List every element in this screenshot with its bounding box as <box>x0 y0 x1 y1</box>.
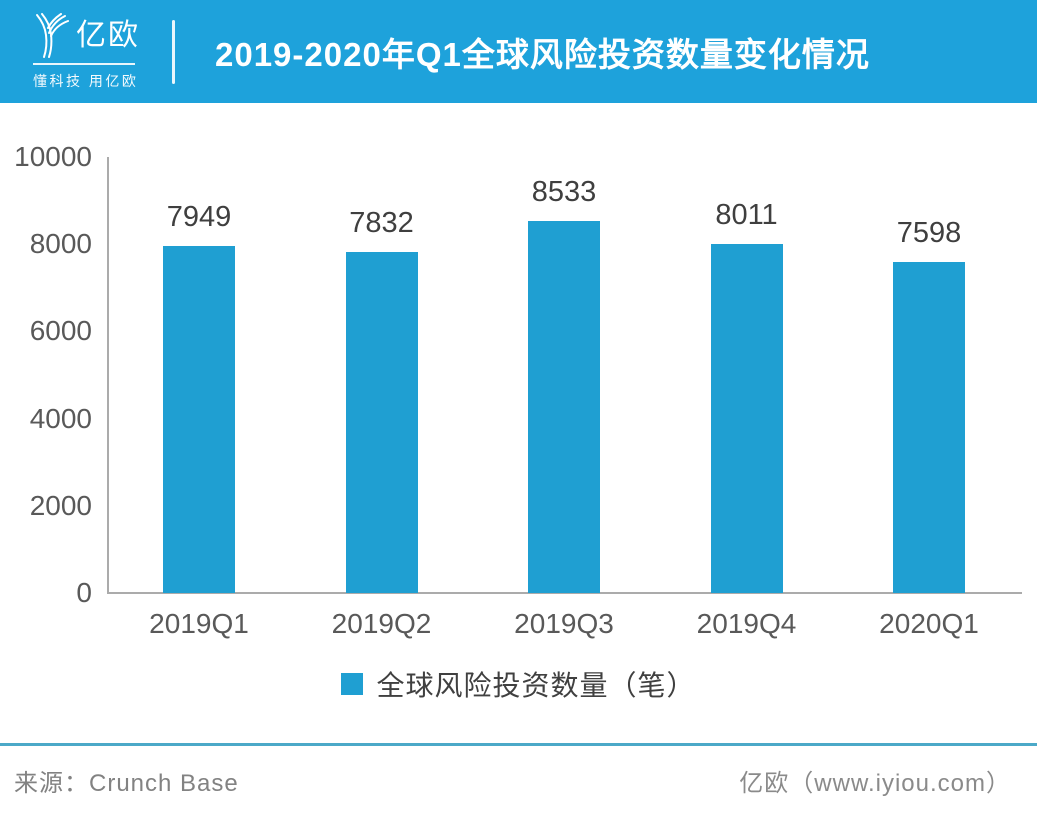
header-banner: 亿欧 懂科技 用亿欧 2019-2020年Q1全球风险投资数量变化情况 <box>0 0 1037 103</box>
source-text: 来源：Crunch Base <box>14 770 239 797</box>
bar <box>893 261 965 593</box>
site-credit-text: 亿欧（www.iyiou.com） <box>739 770 1011 797</box>
header-divider-line <box>172 20 175 84</box>
legend-label: 全球风险投资数量（笔） <box>376 670 696 701</box>
logo-underline <box>33 63 135 65</box>
page-title: 2019-2020年Q1全球风险投资数量变化情况 <box>215 35 870 73</box>
x-axis-tick-label: 2020Q1 <box>879 608 979 639</box>
x-axis-line <box>107 592 1022 594</box>
x-axis-tick-label: 2019Q2 <box>331 608 432 639</box>
bar <box>345 251 418 593</box>
x-axis-tick-label: 2019Q3 <box>514 608 614 639</box>
x-axis-tick-label: 2019Q4 <box>696 608 797 639</box>
bar <box>710 243 783 593</box>
bar-chart: 0 2000 4000 6000 8000 10000 7949 2019Q1 7832 2019… <box>0 103 1037 643</box>
y-axis-tick-label: 4000 <box>29 402 92 434</box>
footer-divider-line <box>0 743 1037 746</box>
logo-tagline: 懂科技 用亿欧 <box>33 73 139 89</box>
logo-text: 亿欧 <box>76 19 140 52</box>
x-axis-tick-label: 2019Q1 <box>149 608 249 639</box>
bar-value-label: 7949 <box>166 201 232 234</box>
chart-legend: 全球风险投资数量（笔） <box>0 663 1037 705</box>
bar-value-label: 7598 <box>896 216 962 249</box>
y-axis-tick-label: 0 <box>76 577 92 608</box>
bar-value-label: 8011 <box>715 198 778 231</box>
yiou-sprout-icon <box>36 13 69 58</box>
logo: 亿欧 懂科技 用亿欧 <box>33 12 173 91</box>
bar <box>163 246 235 593</box>
legend-swatch <box>341 673 364 695</box>
y-axis-tick-label: 2000 <box>29 489 92 521</box>
y-axis-tick-label: 6000 <box>29 315 92 347</box>
bar-value-label: 7832 <box>349 206 414 239</box>
bar-value-label: 8533 <box>531 175 597 208</box>
y-axis-tick-label: 10000 <box>14 141 92 172</box>
y-axis-tick-label: 8000 <box>29 228 92 260</box>
y-axis-line <box>107 157 109 594</box>
bar <box>528 220 600 593</box>
